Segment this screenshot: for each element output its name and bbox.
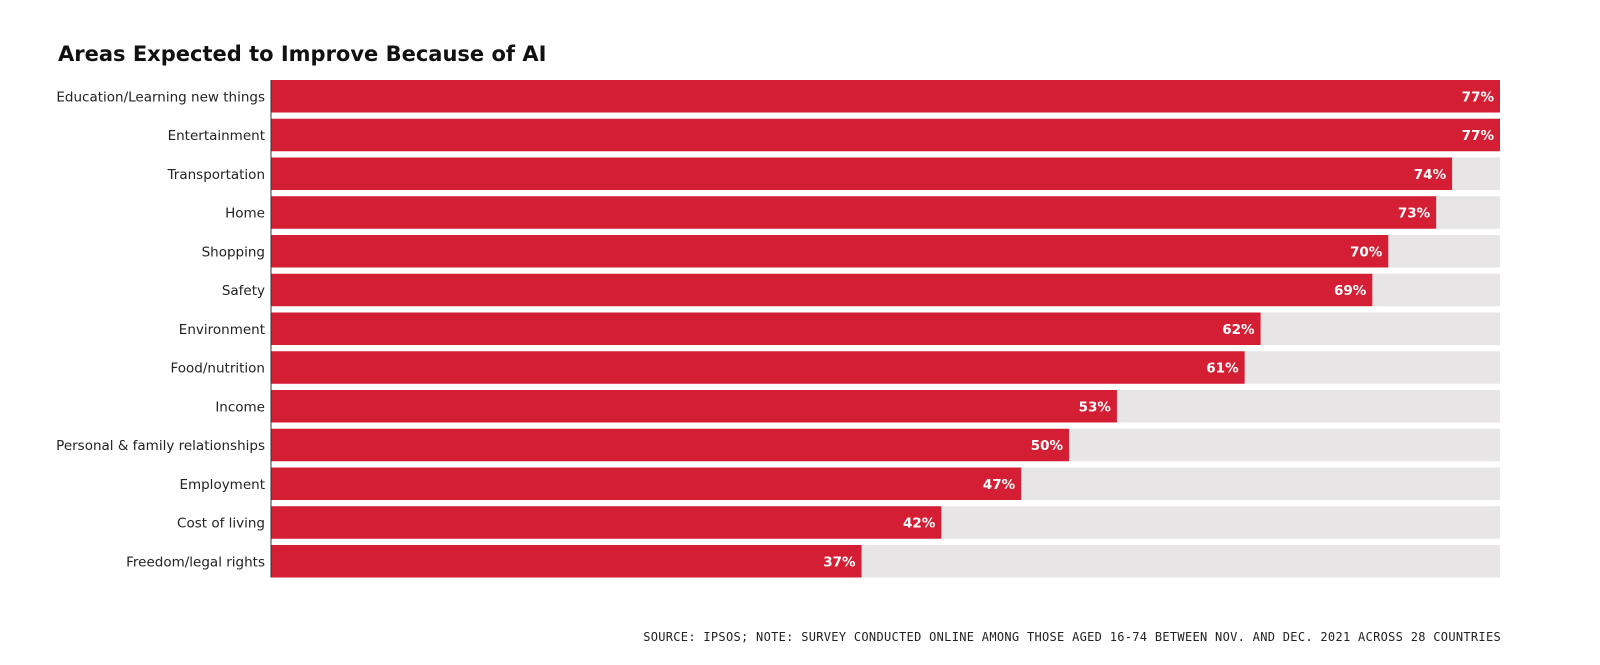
bar <box>271 467 1022 500</box>
category-label: Personal & family relationships <box>56 438 265 454</box>
bar <box>271 351 1245 384</box>
bar <box>271 312 1261 345</box>
value-label: 77% <box>1462 89 1495 105</box>
category-label: Transportation <box>167 167 265 183</box>
bar <box>271 196 1437 229</box>
category-label: Shopping <box>202 244 265 260</box>
category-labels: Education/Learning new things Entertainme… <box>56 89 265 570</box>
bar <box>271 506 942 539</box>
value-labels: 77% 77% 74% 73% 70% 69% 62% 61% 53% 50% 47% 42% 37% <box>823 89 1494 570</box>
value-label: 74% <box>1414 167 1447 183</box>
category-label: Home <box>225 206 265 222</box>
value-label: 73% <box>1398 206 1431 222</box>
bar <box>271 157 1453 190</box>
value-label: 53% <box>1079 399 1112 415</box>
chart-title: Areas Expected to Improve Because of AI <box>58 42 547 66</box>
category-label: Cost of living <box>177 516 265 532</box>
category-label: Environment <box>179 322 265 338</box>
bar <box>271 428 1070 462</box>
value-label: 50% <box>1031 438 1064 454</box>
category-label: Income <box>215 399 265 415</box>
value-label: 61% <box>1206 361 1239 377</box>
bar <box>271 390 1117 423</box>
category-label: Freedom/legal rights <box>126 554 265 570</box>
category-label: Food/nutrition <box>171 361 266 377</box>
category-label: Safety <box>222 283 265 299</box>
value-label: 70% <box>1350 244 1383 260</box>
category-label: Education/Learning new things <box>56 89 265 105</box>
value-label: 77% <box>1462 128 1495 144</box>
bar <box>271 80 1500 113</box>
category-label: Entertainment <box>168 128 265 144</box>
source-note: SOURCE: IPSOS; NOTE: SURVEY CONDUCTED ON… <box>643 630 1501 644</box>
value-label: 37% <box>823 554 856 570</box>
value-label: 47% <box>983 477 1016 493</box>
value-label: 42% <box>903 516 936 532</box>
value-label: 69% <box>1334 283 1367 299</box>
value-label: 62% <box>1222 322 1255 338</box>
bar <box>271 545 862 578</box>
bar <box>271 273 1373 307</box>
bars <box>271 80 1500 578</box>
bar <box>271 118 1500 152</box>
category-label: Employment <box>179 477 265 493</box>
bar <box>271 235 1389 268</box>
